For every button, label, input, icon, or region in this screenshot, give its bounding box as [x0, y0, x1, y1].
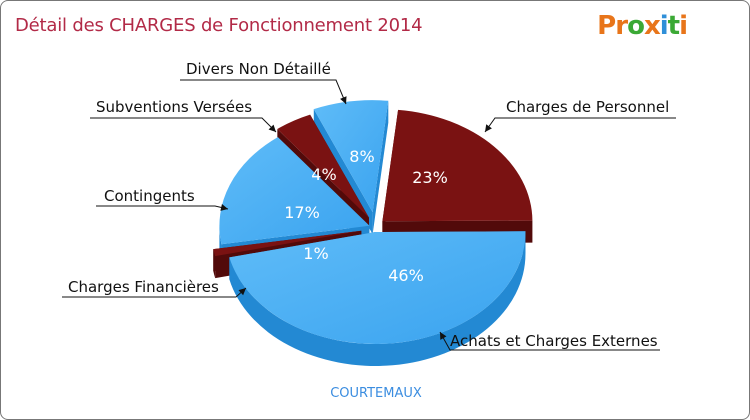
slice-percent: 4%	[311, 165, 336, 184]
leader-lines	[62, 79, 676, 351]
leader-line	[96, 205, 229, 210]
slice-labels: Charges de Personnel Achats et Charges Ex…	[68, 60, 669, 350]
pie-slices	[213, 100, 533, 366]
slice-label: Contingents	[104, 187, 195, 205]
slice-top	[313, 100, 389, 213]
slice-percent: 23%	[412, 168, 448, 187]
slice-percent: 1%	[303, 244, 328, 263]
leader-arrow	[340, 96, 347, 104]
slice-label: Divers Non Détaillé	[186, 60, 331, 78]
leader-arrow	[268, 124, 276, 132]
leader-line	[90, 117, 277, 133]
leader-arrow	[238, 288, 246, 296]
slice-wall	[372, 100, 389, 235]
slice-label: Charges Financières	[68, 278, 219, 296]
slice-label: Charges de Personnel	[506, 98, 669, 116]
percent-labels: 23% 46% 1% 17% 4% 8%	[284, 147, 448, 285]
slice-percent: 46%	[388, 266, 424, 285]
chart-title: Détail des CHARGES de Fonctionnement 201…	[15, 15, 423, 36]
slice-percent: 8%	[349, 147, 374, 166]
slice-side	[229, 231, 526, 366]
commune-name: COURTEMAUX	[330, 386, 422, 401]
leader-arrow	[485, 124, 492, 132]
slice-top	[219, 137, 370, 245]
slice-achats-et-charges-externes	[229, 231, 526, 366]
slice-top	[229, 231, 526, 344]
slice-top	[213, 230, 362, 257]
leader-arrow	[220, 204, 228, 211]
slice-percent: 17%	[284, 203, 320, 222]
slice-top	[382, 109, 533, 222]
slice-top	[277, 114, 369, 218]
slice-label: Subventions Versées	[96, 98, 252, 116]
leader-line	[484, 117, 676, 133]
proxiti-logo: Proxiti	[597, 11, 688, 41]
slice-label: Achats et Charges Externes	[450, 332, 658, 350]
leader-line	[180, 79, 347, 105]
slice-charges-de-personnel	[382, 109, 533, 244]
leader-arrow	[440, 332, 447, 340]
